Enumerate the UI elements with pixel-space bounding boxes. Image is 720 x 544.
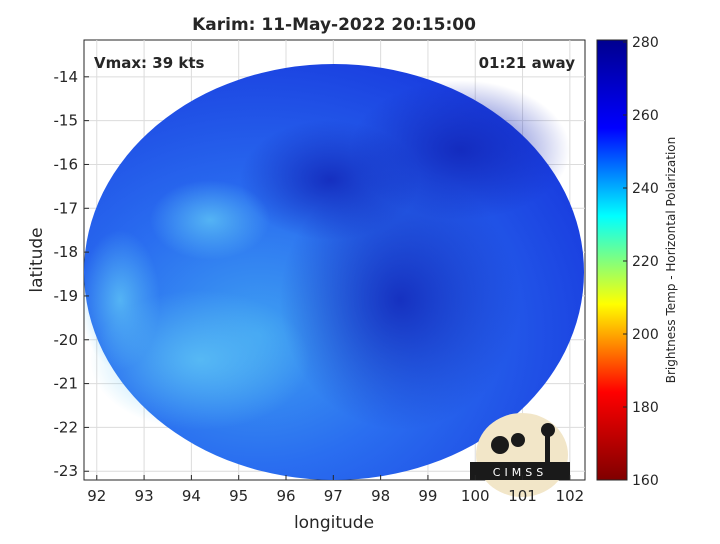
x-tick-label: 100 (461, 487, 490, 505)
y-tick-label: -21 (54, 375, 79, 393)
y-tick-label: -14 (54, 68, 79, 86)
colorbar-tick-label: 240 (632, 181, 659, 197)
x-tick-label: 92 (87, 487, 106, 505)
x-tick-label: 95 (229, 487, 248, 505)
x-tick-label: 94 (182, 487, 201, 505)
annotation: 01:21 away (479, 54, 576, 72)
colorbar (596, 39, 628, 481)
satellite-image (84, 64, 584, 480)
y-tick-label: -20 (54, 331, 79, 349)
colorbar-tick-label: 220 (632, 254, 659, 270)
y-tick-label: -17 (54, 199, 79, 217)
x-tick-label: 99 (418, 487, 437, 505)
x-tick-label: 97 (324, 487, 343, 505)
y-axis-label: latitude (27, 227, 47, 292)
colorbar-tick-label: 280 (632, 35, 659, 51)
x-tick-label: 98 (371, 487, 390, 505)
x-tick-label: 101 (508, 487, 537, 505)
y-tick-label: -18 (54, 243, 79, 261)
colorbar-tick-label: 260 (632, 108, 659, 124)
y-tick-label: -22 (54, 418, 79, 436)
y-tick-label: -16 (54, 155, 79, 173)
logo-text: CIMSS (493, 466, 547, 479)
y-tick-label: -15 (54, 112, 79, 130)
colorbar-tick-label: 180 (632, 400, 659, 416)
chart-title: Karim: 11-May-2022 20:15:00 (192, 15, 476, 35)
y-tick-label: -23 (54, 462, 79, 480)
colorbar-tick-label: 160 (632, 473, 659, 489)
x-tick-label: 102 (556, 487, 585, 505)
annotation: Vmax: 39 kts (94, 54, 204, 72)
x-tick-label: 96 (276, 487, 295, 505)
x-axis-label: longitude (294, 513, 374, 533)
x-tick-label: 93 (135, 487, 154, 505)
colorbar-tick-label: 200 (632, 327, 659, 343)
colorbar-label: Brightness Temp - Horizontal Polarizatio… (664, 137, 678, 384)
y-tick-label: -19 (54, 287, 79, 305)
logo: CIMSS (470, 413, 570, 497)
